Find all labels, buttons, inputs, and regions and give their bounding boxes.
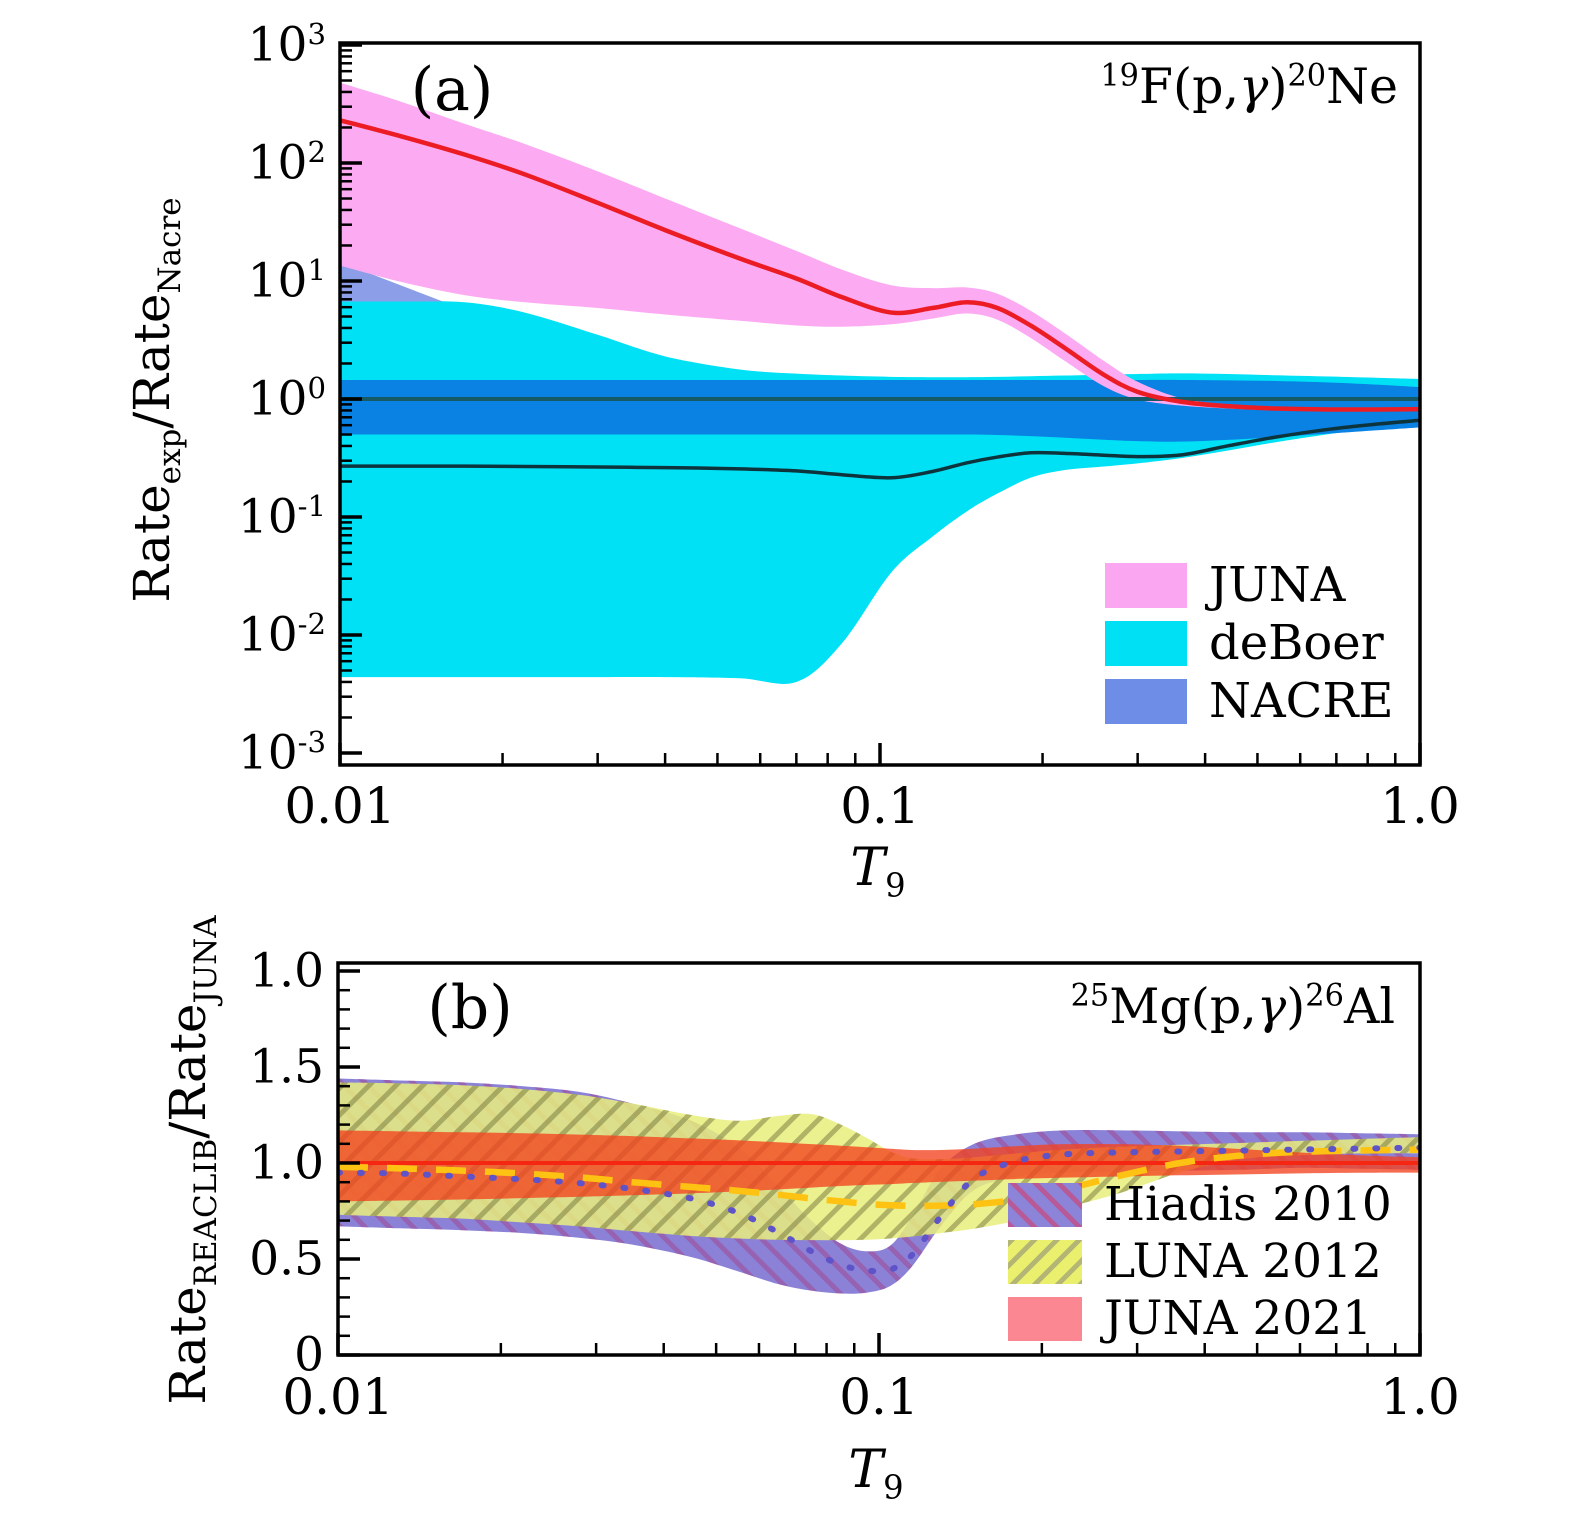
legend-item: LUNA 2012 [1008, 1234, 1392, 1289]
panel-b-legend: Hiadis 2010 LUNA 2012 JUNA 2021 [1008, 1177, 1392, 1354]
panel-b-bands [338, 1078, 1420, 1294]
legend-swatch [1105, 679, 1187, 724]
legend-swatch [1008, 1240, 1082, 1284]
panel-a-reaction-title: 19F(p,γ)20Ne [1100, 58, 1398, 115]
nacre-band-core [340, 379, 1420, 442]
panel-a-bands [340, 82, 1420, 684]
panel-a-y-tick-label: 10-1 [237, 488, 326, 545]
panel-b-corner-label: (b) [427, 973, 513, 1043]
juna-median-line [340, 118, 1420, 412]
panel-a-y-tick-label: 10-3 [237, 724, 326, 781]
legend-item: deBoer [1105, 615, 1394, 671]
panel-b-x-tick-label: 1.0 [1380, 1368, 1460, 1426]
deboer-median-line [340, 418, 1420, 480]
axes-ticks [336, 43, 1422, 1357]
panel-a-x-tick-label: 0.01 [284, 777, 396, 835]
panel-b-y-tick-label: 1.0 [249, 1135, 324, 1191]
panel-a-x-tick-label: 0.1 [840, 777, 920, 835]
panel-b-x-tick-label: 0.1 [839, 1368, 919, 1426]
panel-b-y-tick-label: 0 [294, 1327, 324, 1383]
luna-median-dashed-line [338, 1146, 1420, 1210]
legend-label: deBoer [1209, 615, 1384, 671]
legend-label: JUNA 2021 [1104, 1291, 1373, 1346]
panel-b-y-axis-label: RateREACLIB/RateJUNA [159, 915, 224, 1405]
legend-label: NACRE [1209, 673, 1394, 729]
panel-b-y-tick-label: 1.0 [249, 943, 324, 999]
legend-label: Hiadis 2010 [1104, 1177, 1392, 1232]
juna-2021-band [338, 1130, 1420, 1202]
legend-swatch [1105, 621, 1187, 666]
panel-a-y-axis-label: Rateexp/RateNacre [123, 197, 188, 603]
panel-a-y-tick-label: 103 [247, 16, 326, 73]
juna-band [340, 82, 1420, 412]
panel-a-legend: JUNA deBoer NACRE [1105, 557, 1394, 737]
legend-swatch [1008, 1183, 1082, 1227]
panel-b-y-tick-label: 0.5 [249, 1231, 324, 1287]
panel-b-y-tick-label: 1.5 [249, 1039, 324, 1095]
panel-a-y-tick-label: 10-2 [237, 606, 326, 663]
panel-a-y-tick-label: 102 [247, 134, 326, 191]
panel-a-x-axis-label: T9 [850, 838, 906, 905]
legend-label: JUNA [1209, 557, 1346, 613]
legend-item: JUNA [1105, 557, 1394, 613]
panel-a-x-tick-label: 1.0 [1380, 777, 1460, 835]
legend-label: LUNA 2012 [1104, 1234, 1382, 1289]
legend-swatch [1105, 563, 1187, 608]
panel-b-x-tick-label: 0.01 [282, 1368, 394, 1426]
panel-a-y-tick-label: 101 [247, 252, 326, 309]
legend-item: NACRE [1105, 673, 1394, 729]
legend-item: JUNA 2021 [1008, 1291, 1392, 1346]
panel-a-y-tick-label: 100 [247, 370, 326, 427]
legend-item: Hiadis 2010 [1008, 1177, 1392, 1232]
panel-a-corner-label: (a) [410, 55, 494, 125]
legend-swatch [1008, 1297, 1082, 1341]
panel-b-reaction-title: 25Mg(p,γ)26Al [1070, 978, 1395, 1035]
panel-b-x-axis-label: T9 [848, 1440, 904, 1507]
